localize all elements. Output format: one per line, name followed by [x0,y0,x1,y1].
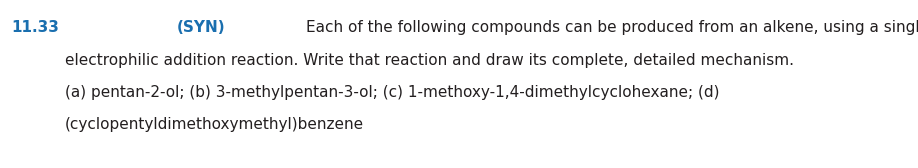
Text: (cyclopentyldimethoxymethyl)benzene: (cyclopentyldimethoxymethyl)benzene [65,117,364,132]
Text: (SYN): (SYN) [177,20,226,35]
Text: 11.33: 11.33 [11,20,59,35]
Text: electrophilic addition reaction. Write that reaction and draw its complete, deta: electrophilic addition reaction. Write t… [65,53,794,68]
Text: (a) pentan-2-ol; (b) 3-methylpentan-3-ol; (c) 1-methoxy-1,4-dimethylcyclohexane;: (a) pentan-2-ol; (b) 3-methylpentan-3-ol… [65,85,720,100]
Text: Each of the following compounds can be produced from an alkene, using a single: Each of the following compounds can be p… [306,20,918,35]
